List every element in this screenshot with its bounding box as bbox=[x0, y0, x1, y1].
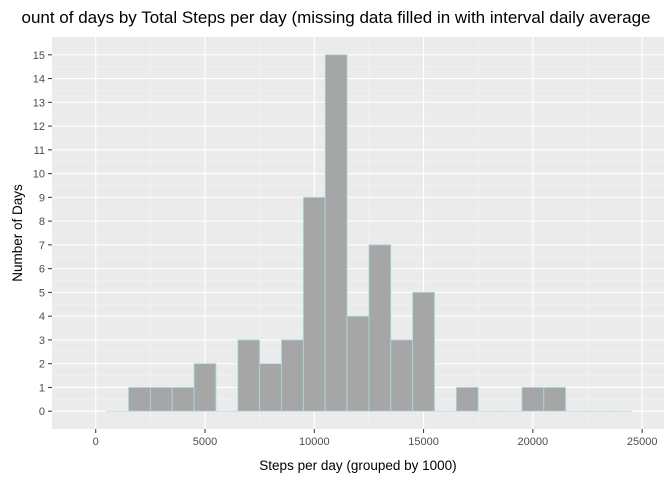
y-tick-label: 3 bbox=[39, 335, 45, 347]
x-tick-label: 15000 bbox=[408, 436, 439, 448]
x-tick-label: 25000 bbox=[627, 436, 658, 448]
histogram-bar bbox=[150, 387, 172, 411]
y-tick-label: 12 bbox=[33, 121, 45, 133]
histogram-bar bbox=[522, 387, 544, 411]
histogram-bar bbox=[391, 340, 413, 411]
histogram-bar bbox=[172, 387, 194, 411]
x-tick-label: 10000 bbox=[299, 436, 330, 448]
y-tick-label: 13 bbox=[33, 97, 45, 109]
histogram-bar bbox=[194, 364, 216, 412]
y-tick-label: 11 bbox=[34, 145, 45, 157]
histogram-bar bbox=[303, 197, 325, 411]
y-tick-label: 15 bbox=[33, 50, 45, 62]
histogram-bar bbox=[369, 245, 391, 411]
y-tick-label: 9 bbox=[39, 192, 45, 204]
histogram-bar bbox=[129, 387, 151, 411]
y-tick-label: 2 bbox=[39, 359, 45, 371]
y-tick-label: 0 bbox=[39, 406, 45, 418]
histogram-bar bbox=[544, 387, 566, 411]
y-tick-label: 4 bbox=[39, 311, 45, 323]
x-tick-label: 5000 bbox=[193, 436, 217, 448]
y-tick-label: 7 bbox=[39, 240, 45, 252]
y-tick-label: 10 bbox=[33, 169, 45, 181]
histogram-bar bbox=[456, 387, 478, 411]
chart-title: ount of days by Total Steps per day (mis… bbox=[21, 8, 650, 27]
x-axis-title: Steps per day (grouped by 1000) bbox=[259, 458, 456, 473]
y-axis-title: Number of Days bbox=[10, 184, 25, 282]
y-tick-label: 14 bbox=[33, 74, 45, 86]
y-tick-label: 5 bbox=[39, 287, 45, 299]
histogram-bar bbox=[413, 292, 435, 411]
histogram-bar bbox=[325, 55, 347, 411]
y-tick-label: 8 bbox=[39, 216, 45, 228]
y-tick-label: 6 bbox=[39, 264, 45, 276]
histogram-bar bbox=[282, 340, 304, 411]
y-tick-label: 1 bbox=[39, 382, 45, 394]
x-tick-label: 20000 bbox=[518, 436, 549, 448]
histogram-bar bbox=[347, 316, 369, 411]
histogram-bar bbox=[260, 364, 282, 412]
x-tick-label: 0 bbox=[93, 436, 99, 448]
histogram-bar bbox=[238, 340, 260, 411]
x-axis: 0 5000 10000 15000 20000 25000 bbox=[93, 429, 658, 448]
